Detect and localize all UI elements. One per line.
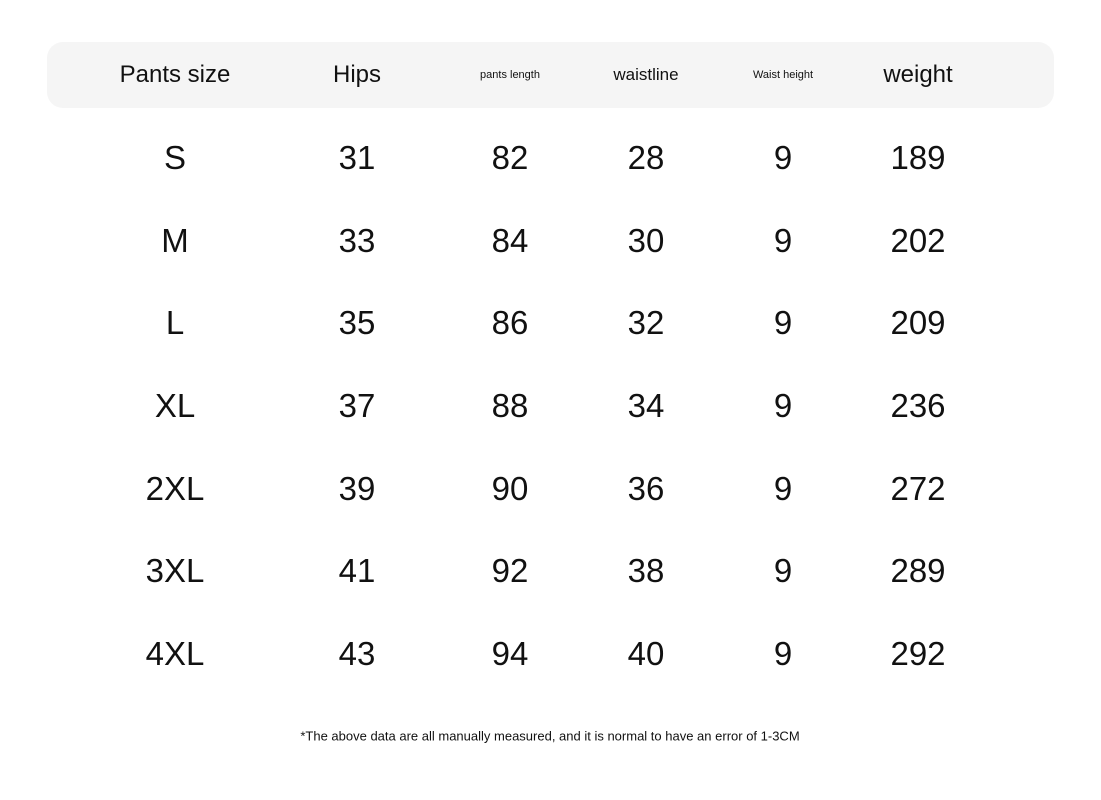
table-cell: 43 (338, 635, 376, 672)
table-cell: 36 (627, 470, 665, 507)
table-cell: 34 (627, 387, 665, 424)
table-cell: 9 (773, 552, 793, 589)
table-cell: 33 (338, 222, 376, 259)
table-header: Pants size Hips pants length waistline Waist… (47, 42, 1054, 108)
table-cell: 86 (491, 304, 529, 341)
table-cell: 202 (890, 222, 946, 259)
size-label: L (165, 304, 185, 341)
table-cell: 236 (890, 387, 946, 424)
table-cell: 9 (773, 139, 793, 176)
size-label: XL (154, 387, 196, 424)
table-cell: 28 (627, 139, 665, 176)
size-label: 2XL (145, 470, 205, 507)
size-label: 3XL (145, 552, 205, 589)
size-label: 4XL (145, 635, 205, 672)
table-cell: 41 (338, 552, 376, 589)
measurement-note: *The above data are all manually measure… (300, 728, 800, 744)
table-cell: 292 (890, 635, 946, 672)
table-cell: 32 (627, 304, 665, 341)
table-cell: 209 (890, 304, 946, 341)
column-header: pants length (480, 69, 540, 81)
table-cell: 39 (338, 470, 376, 507)
column-header: Pants size (119, 61, 231, 88)
table-cell: 40 (627, 635, 665, 672)
table-cell: 9 (773, 470, 793, 507)
table-cell: 189 (890, 139, 946, 176)
table-cell: 90 (491, 470, 529, 507)
column-header: Hips (332, 61, 382, 88)
table-cell: 9 (773, 304, 793, 341)
table-cell: 88 (491, 387, 529, 424)
table-cell: 289 (890, 552, 946, 589)
table-cell: 35 (338, 304, 376, 341)
table-cell: 82 (491, 139, 529, 176)
table-cell: 9 (773, 222, 793, 259)
table-cell: 31 (338, 139, 376, 176)
table-cell: 272 (890, 470, 946, 507)
table-cell: 38 (627, 552, 665, 589)
size-label: S (163, 139, 187, 176)
table-cell: 84 (491, 222, 529, 259)
column-header: Waist height (752, 69, 814, 81)
column-header: waistline (613, 65, 679, 84)
column-header: weight (883, 61, 953, 88)
table-cell: 92 (491, 552, 529, 589)
table-cell: 9 (773, 387, 793, 424)
table-cell: 30 (627, 222, 665, 259)
size-label: M (161, 222, 189, 259)
table-cell: 94 (491, 635, 529, 672)
table-cell: 9 (773, 635, 793, 672)
table-cell: 37 (338, 387, 376, 424)
